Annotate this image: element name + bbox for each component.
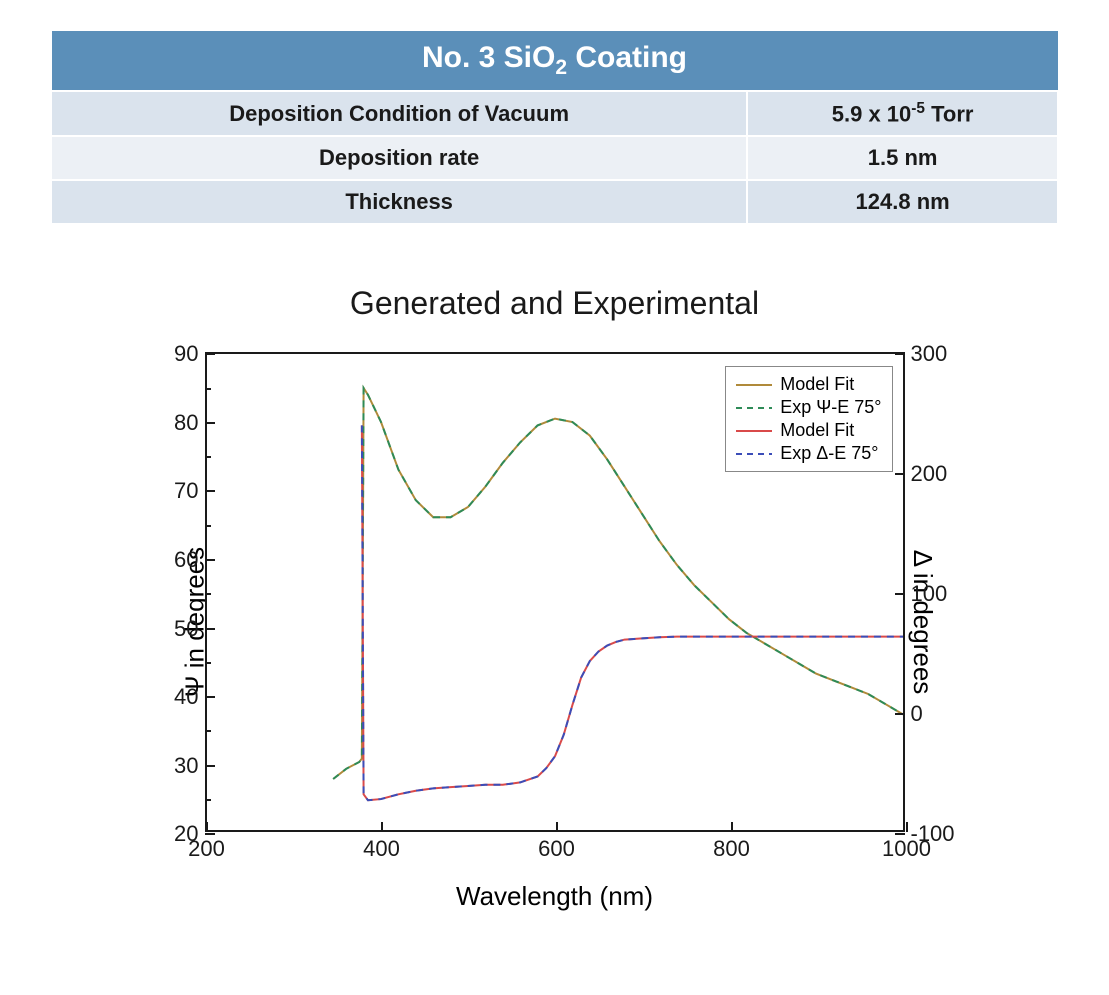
legend-swatch bbox=[736, 453, 772, 455]
series-delta_exp bbox=[361, 426, 902, 801]
table-row: Thickness124.8 nm bbox=[51, 180, 1058, 224]
plot-area: Model FitExp Ψ-E 75°Model FitExp Δ-E 75°… bbox=[205, 352, 905, 832]
legend: Model FitExp Ψ-E 75°Model FitExp Δ-E 75° bbox=[725, 366, 892, 472]
y-left-tick-label: 50 bbox=[174, 616, 206, 642]
y-right-tick-label: 0 bbox=[903, 701, 923, 727]
y-right-tick-label: 100 bbox=[903, 581, 948, 607]
legend-label: Model Fit bbox=[780, 420, 854, 441]
table-cell-value: 5.9 x 10-5 Torr bbox=[747, 91, 1058, 136]
legend-label: Exp Ψ-E 75° bbox=[780, 397, 881, 418]
y-left-tick-label: 80 bbox=[174, 410, 206, 436]
legend-label: Exp Δ-E 75° bbox=[780, 443, 878, 464]
chart-title: Generated and Experimental bbox=[105, 285, 1005, 322]
table-row: Deposition Condition of Vacuum5.9 x 10-5… bbox=[51, 91, 1058, 136]
table-cell-label: Deposition Condition of Vacuum bbox=[51, 91, 747, 136]
y-left-tick-label: 30 bbox=[174, 753, 206, 779]
chart-area: Ψ in degrees Δ in degrees Wavelength (nm… bbox=[105, 332, 1005, 912]
y-left-tick-label: 90 bbox=[174, 341, 206, 367]
x-tick-label: 600 bbox=[538, 830, 575, 862]
y-left-tick-label: 20 bbox=[174, 821, 206, 847]
x-axis-label: Wavelength (nm) bbox=[456, 881, 653, 912]
legend-swatch bbox=[736, 384, 772, 386]
table-cell-label: Thickness bbox=[51, 180, 747, 224]
series-delta_model bbox=[361, 426, 902, 801]
legend-item: Model Fit bbox=[736, 419, 881, 442]
x-tick-label: 400 bbox=[363, 830, 400, 862]
legend-item: Exp Δ-E 75° bbox=[736, 442, 881, 465]
legend-item: Model Fit bbox=[736, 373, 881, 396]
chart-container: Generated and Experimental Ψ in degrees … bbox=[105, 285, 1005, 912]
y-left-tick-label: 60 bbox=[174, 547, 206, 573]
table-cell-value: 124.8 nm bbox=[747, 180, 1058, 224]
table-cell-value: 1.5 nm bbox=[747, 136, 1058, 180]
table-row: Deposition rate1.5 nm bbox=[51, 136, 1058, 180]
y-left-tick-label: 40 bbox=[174, 684, 206, 710]
y-right-tick-label: 200 bbox=[903, 461, 948, 487]
legend-swatch bbox=[736, 407, 772, 409]
y-axis-right-label: Δ in degrees bbox=[907, 550, 938, 695]
legend-item: Exp Ψ-E 75° bbox=[736, 396, 881, 419]
x-tick-label: 800 bbox=[713, 830, 750, 862]
legend-swatch bbox=[736, 430, 772, 432]
coating-table: No. 3 SiO2 Coating Deposition Condition … bbox=[50, 30, 1059, 225]
y-left-tick-label: 70 bbox=[174, 478, 206, 504]
legend-label: Model Fit bbox=[780, 374, 854, 395]
table-body: Deposition Condition of Vacuum5.9 x 10-5… bbox=[51, 91, 1058, 224]
y-right-tick-label: -100 bbox=[903, 821, 955, 847]
y-right-tick-label: 300 bbox=[903, 341, 948, 367]
table-header: No. 3 SiO2 Coating bbox=[51, 31, 1058, 92]
table-cell-label: Deposition rate bbox=[51, 136, 747, 180]
